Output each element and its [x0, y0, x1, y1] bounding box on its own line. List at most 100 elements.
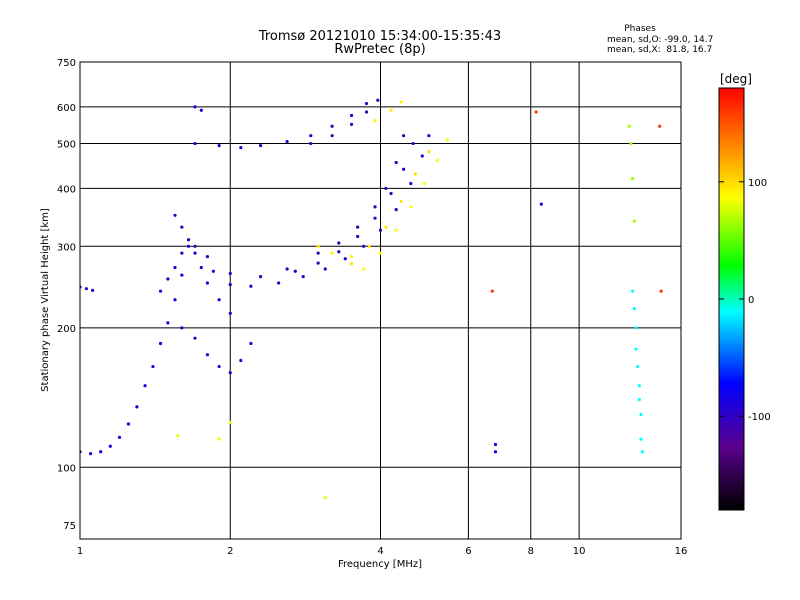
colorbar-tick-label: 0 [748, 295, 754, 306]
data-point [239, 146, 243, 150]
data-point [427, 150, 431, 154]
data-point [378, 251, 383, 255]
phase-box-x: mean, sd,X: 81.8, 16.7 [607, 45, 712, 55]
data-point [249, 284, 253, 288]
data-point [639, 437, 643, 441]
data-point [367, 244, 371, 248]
y-tick-label: 75 [63, 521, 76, 532]
data-point [356, 225, 360, 229]
data-point [493, 442, 498, 447]
data-point [384, 225, 388, 229]
x-tick-label: 2 [227, 546, 233, 557]
data-point [316, 244, 320, 248]
data-point [330, 134, 334, 138]
data-point [126, 422, 130, 426]
data-point [180, 326, 184, 330]
grid-lines [80, 62, 681, 539]
trace-10 [373, 100, 403, 123]
colorbar-label: [deg] [720, 72, 752, 86]
data-point [399, 199, 403, 204]
data-point [143, 384, 147, 388]
data-point [627, 124, 631, 128]
data-point [173, 213, 177, 217]
data-point [228, 282, 232, 287]
data-point [180, 251, 184, 255]
data-point [411, 141, 415, 146]
data-point [445, 137, 450, 142]
y-tick-label: 600 [57, 103, 76, 114]
data-point [228, 271, 232, 276]
data-point [173, 265, 177, 270]
data-point [364, 110, 369, 114]
data-point [349, 122, 354, 126]
data-point [637, 384, 641, 388]
data-point [384, 186, 388, 191]
data-point [337, 241, 341, 245]
data-point [84, 287, 89, 291]
data-point [186, 244, 191, 248]
data-point [422, 181, 427, 186]
trace-6 [349, 150, 431, 266]
data-point [639, 412, 643, 417]
trace-12 [158, 238, 232, 315]
data-point [389, 108, 393, 112]
data-point [402, 167, 406, 171]
data-point [193, 141, 197, 146]
data-point [217, 143, 221, 148]
data-point [394, 208, 398, 212]
data-point [158, 289, 163, 293]
data-point [228, 420, 232, 424]
trace-15 [631, 289, 645, 454]
data-point [88, 452, 93, 456]
y-tick-label: 750 [57, 58, 76, 69]
data-point [337, 250, 341, 254]
trace-7 [316, 244, 354, 259]
trace-18 [176, 420, 327, 500]
colorbar-tick-label: 100 [748, 178, 767, 189]
x-tick-label: 4 [377, 546, 383, 557]
data-point [309, 134, 313, 138]
data-point [309, 141, 313, 146]
data-point [199, 108, 203, 112]
data-point [277, 281, 281, 285]
y-tick-label: 300 [57, 242, 76, 253]
data-point [659, 289, 663, 293]
data-point [205, 281, 210, 285]
data-point [631, 289, 635, 293]
data-point [539, 202, 543, 206]
data-point [632, 219, 636, 223]
data-point [493, 450, 498, 454]
y-axis-label: Stationary phase Virtual Height [km] [40, 208, 51, 392]
data-point [637, 397, 641, 402]
trace-8 [193, 101, 369, 150]
data-point [399, 100, 403, 104]
data-point [376, 98, 380, 102]
data-point [285, 139, 289, 144]
data-point [258, 275, 263, 279]
data-point [373, 216, 377, 220]
data-point [158, 341, 163, 346]
data-point [389, 191, 393, 196]
data-point [108, 444, 112, 448]
data-point [427, 134, 431, 138]
data-point [343, 257, 347, 261]
y-tick-label: 500 [57, 140, 76, 151]
data-point [330, 251, 334, 255]
data-point [634, 347, 638, 351]
data-point [285, 267, 289, 271]
data-point [180, 273, 184, 277]
phase-box-o: mean, sd,O: -99.0, 14.7 [607, 35, 713, 45]
data-point [636, 364, 640, 369]
data-point [658, 124, 662, 128]
data-point [301, 275, 305, 279]
data-point [364, 101, 369, 106]
data-point [632, 307, 636, 311]
trace-2 [173, 134, 431, 288]
data-point [176, 434, 180, 438]
data-point [420, 154, 424, 158]
data-point [186, 238, 191, 242]
data-point [640, 450, 645, 454]
data-point [394, 160, 398, 165]
trace-3 [180, 141, 415, 279]
